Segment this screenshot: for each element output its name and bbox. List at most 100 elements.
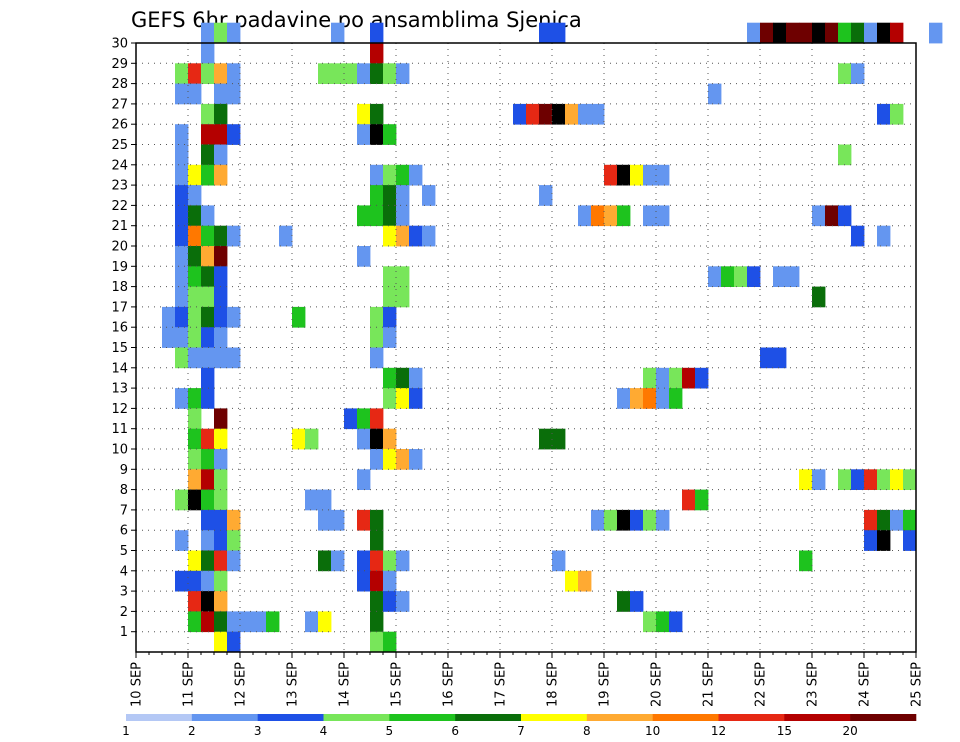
heatmap-cell bbox=[812, 22, 826, 44]
heatmap-cell bbox=[565, 103, 579, 125]
heatmap-cell bbox=[383, 449, 397, 470]
heatmap-cell bbox=[773, 22, 787, 44]
heatmap-cell bbox=[591, 103, 605, 125]
y-tick-label: 21 bbox=[111, 219, 128, 234]
heatmap-cell bbox=[539, 22, 553, 44]
heatmap-cell bbox=[669, 367, 683, 389]
heatmap-cell bbox=[383, 367, 397, 389]
colorbar-segment bbox=[323, 714, 390, 721]
heatmap-cell bbox=[838, 469, 852, 490]
heatmap-cell bbox=[656, 388, 670, 409]
heatmap-cell bbox=[344, 63, 358, 84]
y-tick-label: 8 bbox=[120, 483, 128, 498]
heatmap-cell bbox=[357, 63, 371, 84]
heatmap-cell bbox=[903, 530, 917, 551]
heatmap-cell bbox=[851, 469, 865, 490]
heatmap-cell bbox=[188, 306, 202, 328]
heatmap-cell bbox=[214, 489, 228, 511]
heatmap-cell bbox=[175, 225, 189, 247]
heatmap-cell bbox=[396, 164, 410, 186]
heatmap-cell bbox=[292, 428, 306, 450]
heatmap-cell bbox=[227, 22, 241, 44]
heatmap-cell bbox=[214, 469, 228, 490]
heatmap-cell bbox=[227, 530, 241, 551]
y-tick-label: 2 bbox=[120, 605, 128, 620]
heatmap-cell bbox=[175, 144, 189, 166]
heatmap-cell bbox=[643, 509, 657, 531]
y-tick-label: 10 bbox=[111, 443, 128, 458]
colorbar-label: 7 bbox=[517, 724, 525, 738]
heatmap-cell bbox=[201, 611, 215, 633]
heatmap-cell bbox=[370, 631, 384, 653]
heatmap-cell bbox=[227, 509, 241, 531]
heatmap-cell bbox=[175, 266, 189, 287]
heatmap-cell bbox=[188, 489, 202, 511]
colorbar-segment bbox=[389, 714, 456, 721]
heatmap-cell bbox=[591, 205, 605, 227]
colorbar-segment bbox=[126, 714, 193, 721]
heatmap-cell bbox=[396, 205, 410, 227]
y-tick-label: 26 bbox=[111, 118, 128, 133]
heatmap-cell bbox=[175, 185, 189, 206]
heatmap-cell bbox=[201, 103, 215, 125]
colorbar-segment bbox=[521, 714, 588, 721]
heatmap-cell bbox=[201, 489, 215, 511]
chart-title: GEFS 6hr padavine po ansamblima Sjenica bbox=[131, 8, 582, 32]
heatmap-cell bbox=[318, 509, 332, 531]
heatmap-cell bbox=[552, 428, 566, 450]
heatmap-cell bbox=[188, 550, 202, 572]
heatmap-cell bbox=[370, 347, 384, 369]
heatmap-cell bbox=[188, 408, 202, 430]
heatmap-cell bbox=[643, 611, 657, 633]
heatmap-cell bbox=[201, 591, 215, 612]
heatmap-cell bbox=[708, 266, 722, 287]
heatmap-cell bbox=[188, 388, 202, 409]
heatmap-cell bbox=[370, 408, 384, 430]
heatmap-cell bbox=[903, 469, 917, 490]
heatmap-cell bbox=[370, 124, 384, 145]
heatmap-cell bbox=[383, 266, 397, 287]
y-tick-label: 17 bbox=[111, 300, 128, 315]
colorbar-label: 10 bbox=[645, 724, 660, 738]
heatmap-cell bbox=[734, 266, 748, 287]
heatmap-cell bbox=[851, 63, 865, 84]
x-tick-label: 15 SEP bbox=[390, 662, 405, 707]
heatmap-cell bbox=[305, 611, 319, 633]
heatmap-cell bbox=[396, 185, 410, 206]
heatmap-cell bbox=[383, 631, 397, 653]
heatmap-cell bbox=[292, 306, 306, 328]
heatmap-cell bbox=[175, 530, 189, 551]
heatmap-cell bbox=[409, 388, 423, 409]
heatmap-cell bbox=[851, 225, 865, 247]
heatmap-cell bbox=[214, 449, 228, 470]
heatmap-cell bbox=[227, 63, 241, 84]
heatmap-cell bbox=[357, 509, 371, 531]
heatmap-cell bbox=[864, 530, 878, 551]
heatmap-cell bbox=[253, 611, 267, 633]
heatmap-cell bbox=[201, 306, 215, 328]
heatmap-cell bbox=[162, 306, 176, 328]
colorbar-label: 20 bbox=[843, 724, 858, 738]
heatmap-cell bbox=[201, 225, 215, 247]
heatmap-cell bbox=[175, 124, 189, 145]
heatmap-cell bbox=[357, 428, 371, 450]
heatmap-cell bbox=[617, 205, 631, 227]
heatmap-cell bbox=[383, 428, 397, 450]
colorbar-segment bbox=[455, 714, 522, 721]
heatmap-cell bbox=[214, 266, 228, 287]
heatmap-cell bbox=[877, 509, 891, 531]
heatmap-cell bbox=[682, 489, 696, 511]
heatmap-cell bbox=[201, 449, 215, 470]
heatmap-cell bbox=[227, 83, 241, 105]
heatmap-cell bbox=[370, 509, 384, 531]
heatmap-cell bbox=[656, 367, 670, 389]
heatmap-cell bbox=[175, 286, 189, 308]
heatmap-cell bbox=[552, 550, 566, 572]
heatmap-cell bbox=[227, 611, 241, 633]
colorbar-label: 3 bbox=[254, 724, 262, 738]
heatmap-cell bbox=[357, 124, 371, 145]
heatmap-cell bbox=[929, 22, 943, 44]
heatmap-cell bbox=[188, 469, 202, 490]
heatmap-cell bbox=[318, 63, 332, 84]
heatmap-cell bbox=[175, 489, 189, 511]
